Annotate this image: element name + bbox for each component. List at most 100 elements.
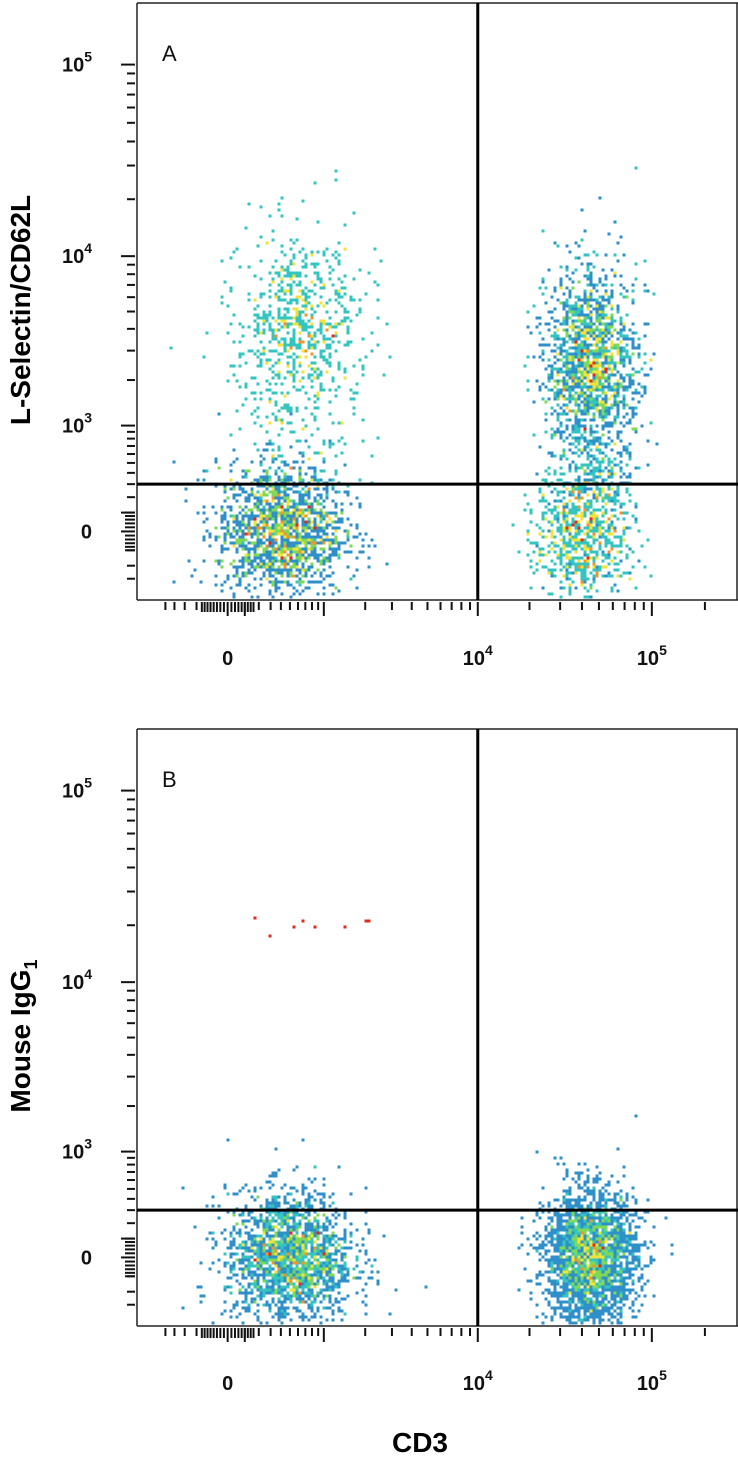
event-dot — [610, 523, 614, 527]
event-dot — [319, 1225, 323, 1229]
event-dot — [565, 457, 569, 461]
event-dot — [616, 388, 620, 392]
event-dot — [301, 1237, 305, 1241]
event-dot — [574, 409, 578, 413]
event-dot — [262, 547, 266, 551]
event-dot — [247, 520, 251, 524]
event-dot — [604, 496, 608, 500]
event-dot — [610, 289, 614, 293]
event-dot — [256, 244, 260, 248]
event-dot — [265, 544, 269, 548]
event-dot — [214, 1243, 218, 1247]
event-dot — [331, 1288, 335, 1292]
event-dot — [544, 535, 548, 539]
event-dot — [301, 340, 305, 344]
event-dot — [553, 355, 557, 359]
event-dot — [568, 1261, 572, 1265]
event-dot — [571, 373, 575, 377]
event-dot — [250, 1297, 254, 1301]
event-dot — [376, 1282, 380, 1286]
event-dot — [613, 535, 617, 539]
event-dot — [583, 322, 587, 326]
event-dot — [274, 1303, 278, 1307]
event-dot — [598, 307, 602, 311]
event-dot — [331, 571, 335, 575]
event-dot — [247, 1234, 251, 1238]
event-dot — [286, 331, 290, 335]
event-dot — [253, 352, 257, 356]
event-dot — [346, 1294, 350, 1298]
event-dot — [592, 541, 596, 545]
event-dot — [334, 1297, 338, 1301]
event-dot — [577, 544, 581, 548]
event-dot — [322, 538, 326, 542]
event-dot — [343, 316, 347, 320]
event-dot — [304, 304, 308, 308]
event-dot — [250, 517, 254, 521]
event-dot — [619, 352, 623, 356]
event-dot — [295, 1285, 299, 1289]
event-dot — [652, 292, 656, 296]
event-dot — [292, 1198, 296, 1202]
event-dot — [586, 508, 590, 512]
event-dot — [310, 466, 314, 470]
event-dot — [544, 301, 548, 305]
event-dot — [271, 337, 275, 341]
event-dot — [577, 361, 581, 365]
event-dot — [595, 352, 599, 356]
event-dot — [565, 310, 569, 314]
event-dot — [319, 301, 323, 305]
event-dot — [556, 490, 560, 494]
event-dot — [232, 460, 236, 464]
event-dot — [241, 469, 245, 473]
event-dot — [529, 331, 533, 335]
event-dot — [622, 295, 626, 299]
event-dot — [322, 340, 326, 344]
event-dot — [559, 568, 563, 572]
event-dot — [211, 505, 215, 509]
event-dot — [319, 1255, 323, 1259]
event-dot — [610, 358, 614, 362]
event-dot — [616, 568, 620, 572]
event-dot — [547, 322, 551, 326]
event-dot — [280, 556, 284, 560]
event-dot — [586, 541, 590, 545]
event-dot — [565, 1228, 569, 1232]
event-dot — [247, 1270, 251, 1274]
event-dot — [622, 532, 626, 536]
event-dot — [574, 550, 578, 554]
event-dot — [574, 439, 578, 443]
event-dot — [565, 1222, 569, 1226]
event-dot — [319, 1243, 323, 1247]
event-dot — [253, 505, 257, 509]
event-dot — [577, 418, 581, 422]
event-dot — [610, 385, 614, 389]
event-dot — [310, 346, 314, 350]
event-dot — [583, 364, 587, 368]
event-dot — [574, 463, 578, 467]
event-dot — [616, 430, 620, 434]
event-dot — [568, 571, 572, 575]
event-dot — [595, 364, 599, 368]
event-dot — [292, 1258, 296, 1262]
event-dot — [289, 517, 293, 521]
event-dot — [244, 1249, 248, 1253]
event-dot — [634, 427, 638, 431]
event-dot — [271, 412, 275, 416]
event-dot — [271, 280, 275, 284]
event-dot — [292, 262, 296, 266]
event-dot — [283, 1270, 287, 1274]
event-dot — [286, 544, 290, 548]
event-dot — [556, 337, 560, 341]
event-dot — [559, 412, 563, 416]
event-dot — [604, 493, 608, 497]
event-dot — [370, 349, 374, 353]
event-dot — [301, 529, 305, 533]
event-dot — [202, 355, 206, 359]
event-dot — [559, 550, 563, 554]
event-dot — [583, 544, 587, 548]
event-dot — [589, 280, 593, 284]
event-dot — [568, 466, 572, 470]
event-dot — [334, 349, 338, 353]
event-dot — [643, 388, 647, 392]
